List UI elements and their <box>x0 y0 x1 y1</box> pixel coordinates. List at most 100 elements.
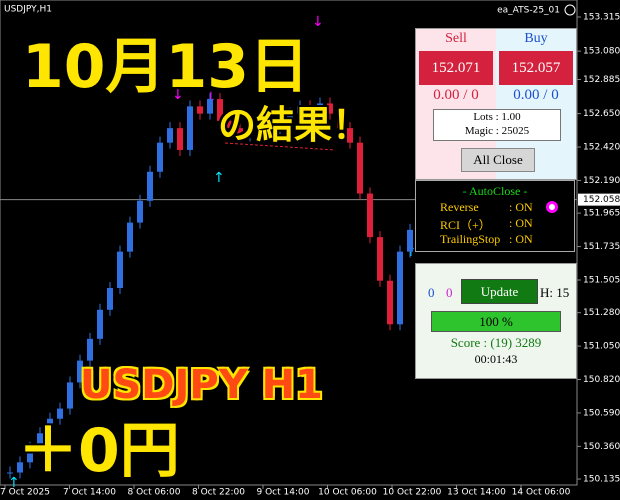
y-tick-label: 152.420 <box>583 143 620 153</box>
x-tick-label: 8 Oct 06:00 <box>128 488 181 498</box>
buy-button[interactable]: 152.057 <box>499 51 573 85</box>
score: Score : (19) 3289 <box>450 335 542 350</box>
x-tick-label: 7 Oct 14:00 <box>63 488 116 498</box>
candle <box>207 99 213 114</box>
candle <box>177 128 183 150</box>
y-tick-label: 152.190 <box>583 176 620 186</box>
progress-bar: 100 % <box>431 311 561 332</box>
candle <box>97 309 103 339</box>
candle <box>297 106 303 114</box>
setting-state: : ON <box>509 216 533 230</box>
magic: Magic : 25025 <box>464 125 530 137</box>
candle <box>257 117 263 124</box>
candle <box>127 222 133 252</box>
y-tick-label: 152.885 <box>583 75 620 85</box>
x-tick-label: 10 Oct 06:00 <box>318 488 377 498</box>
candle <box>377 237 383 281</box>
candle <box>387 280 393 325</box>
y-tick-label: 151.505 <box>583 275 620 285</box>
candle <box>57 408 63 419</box>
candle <box>7 472 13 474</box>
y-tick-label: 151.735 <box>583 242 620 252</box>
profit-caption: ＋0円 <box>18 416 180 486</box>
candle <box>107 287 113 310</box>
y-tick-label: 150.590 <box>583 408 620 418</box>
setting-name: RCI（+） <box>440 218 491 232</box>
x-tick-label: 10 Oct 22:00 <box>383 488 442 498</box>
candle <box>287 113 293 121</box>
candle <box>347 128 353 143</box>
result-caption: の結果！ <box>218 103 371 147</box>
auto-close-title: - AutoClose - <box>462 184 528 198</box>
status-panel: 0 0 Update H: 15 100 % Score : (19) 3289… <box>415 263 577 379</box>
y-tick-label: 153.315 <box>583 12 620 22</box>
candle <box>227 120 233 129</box>
buy-pl: 0.00 / 0 <box>513 87 559 103</box>
y-tick-label: 151.280 <box>583 308 620 318</box>
ea-icon <box>564 4 576 16</box>
sell-button[interactable]: 152.071 <box>419 51 493 85</box>
sell-signal: ↓ <box>172 87 184 103</box>
x-tick-label: 7 Oct 2025 <box>0 488 50 498</box>
candle <box>67 382 73 409</box>
candle <box>237 128 243 136</box>
trend-line <box>224 142 336 151</box>
trade-panel: Sell Buy 152.071 152.057 0.00 / 0 0.00 /… <box>415 28 577 180</box>
candle <box>147 171 153 201</box>
candle <box>87 338 93 361</box>
sell-label: Sell <box>445 31 467 46</box>
sell-signal: ↓ <box>205 90 217 106</box>
price-tag <box>578 193 620 206</box>
y-tick-label: 151.050 <box>583 342 620 352</box>
candle <box>187 106 193 150</box>
y-tick-label: 153.080 <box>583 47 620 57</box>
candle <box>307 106 313 110</box>
candle <box>277 120 283 129</box>
buy-label: Buy <box>524 31 548 46</box>
sell-pl: 0.00 / 0 <box>433 87 479 103</box>
candle <box>167 128 173 143</box>
count-a: 0 <box>428 285 435 300</box>
count-b: 0 <box>446 285 453 300</box>
x-tick-label: 8 Oct 22:00 <box>192 488 245 498</box>
chart-frame <box>0 0 578 486</box>
candle <box>337 113 343 129</box>
candle <box>247 123 253 136</box>
candle <box>47 418 53 434</box>
symbol: USDJPY,H1 <box>4 5 52 15</box>
candle <box>267 117 273 129</box>
hours: H: 15 <box>540 285 570 300</box>
lots-box: Lots : 1.00 Magic : 25025 <box>433 109 561 141</box>
buy-signal: ↑ <box>213 170 225 186</box>
candle <box>367 193 373 238</box>
candle <box>397 251 403 325</box>
candle <box>217 99 223 121</box>
candle <box>407 229 413 252</box>
candle <box>157 142 163 172</box>
buy-signal: ↑ <box>8 475 20 491</box>
y-tick-label: 150.820 <box>583 375 620 385</box>
setting-state: : ON <box>509 200 533 214</box>
x-tick-label: 13 Oct 14:00 <box>447 488 506 498</box>
update-button[interactable]: Update <box>461 279 538 304</box>
date-caption: 10月13日 <box>22 32 309 102</box>
candle <box>357 142 363 194</box>
all-close-button[interactable]: All Close <box>461 148 535 172</box>
ea-name: ea_ATS-25_01 <box>497 6 560 16</box>
y-tick-label: 151.965 <box>583 209 620 219</box>
setting-name: Reverse <box>440 200 479 214</box>
candle <box>117 251 123 288</box>
price-tag-label: 152.058 <box>583 195 620 205</box>
candle <box>317 103 323 110</box>
setting-name: TrailingStop <box>440 232 501 246</box>
setting-state: : ON <box>509 232 533 246</box>
pair-caption: USDJPY H1 <box>80 362 323 408</box>
auto-close-panel: - AutoClose - Reverse : ON RCI（+） : ON Trail… <box>415 180 575 252</box>
candle <box>27 447 33 463</box>
sell-signal: ↓ <box>312 14 324 30</box>
toggle[interactable] <box>546 201 558 213</box>
timer: 00:01:43 <box>474 352 518 366</box>
buy-signal: ↑ <box>405 244 417 260</box>
candle <box>327 103 333 114</box>
